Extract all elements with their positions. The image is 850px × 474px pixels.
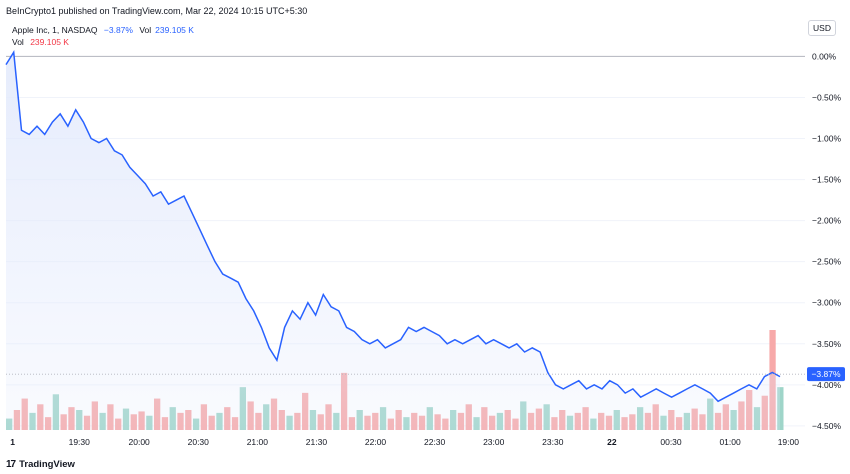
y-tick-label: 0.00%	[812, 51, 837, 61]
x-tick-label: 23:30	[542, 437, 564, 447]
x-tick-label: 21:30	[306, 437, 328, 447]
tradingview-brand: TradingView	[19, 459, 75, 470]
vol2-label: Vol	[12, 37, 24, 47]
x-tick-label: 19:00	[778, 437, 800, 447]
current-price-label: −3.87%	[811, 369, 841, 379]
y-tick-label: −3.50%	[812, 339, 842, 349]
y-tick-label: −1.00%	[812, 134, 842, 144]
vol-label: Vol	[139, 25, 152, 35]
x-tick-label: 23:00	[483, 437, 505, 447]
y-tick-label: −2.00%	[812, 216, 842, 226]
x-tick-label: 22	[607, 437, 617, 447]
y-tick-label: −2.50%	[812, 257, 842, 267]
x-tick-label: 22:00	[365, 437, 387, 447]
symbol-name[interactable]: Apple Inc, 1, NASDAQ	[12, 25, 98, 35]
vol2-value: 239.105 K	[30, 37, 69, 47]
price-line	[5, 50, 781, 403]
x-tick-label: 1	[10, 437, 15, 447]
x-tick-label: 21:00	[247, 437, 269, 447]
y-tick-label: −4.00%	[812, 380, 842, 390]
tradingview-logo-icon: 17	[6, 459, 16, 470]
legend-row-2: Vol 239.105 K	[12, 36, 198, 48]
x-tick-label: 20:30	[188, 437, 210, 447]
area-fill	[6, 52, 780, 431]
x-tick-label: 00:30	[660, 437, 682, 447]
x-tick-label: 22:30	[424, 437, 446, 447]
publish-header: BeInCrypto1 published on TradingView.com…	[6, 6, 308, 16]
y-tick-label: −4.50%	[812, 421, 842, 431]
tradingview-footer[interactable]: 17 TradingView	[6, 459, 75, 470]
legend-row-1: Apple Inc, 1, NASDAQ −3.87% Vol 239.105 K	[12, 24, 198, 36]
volume-bar	[777, 387, 784, 430]
y-tick-label: −0.50%	[812, 92, 842, 102]
chart-legend: Apple Inc, 1, NASDAQ −3.87% Vol 239.105 K…	[12, 24, 198, 48]
change-value: −3.87%	[103, 25, 133, 35]
x-tick-label: 01:00	[719, 437, 741, 447]
vol-value: 239.105 K	[155, 25, 194, 35]
currency-button[interactable]: USD	[808, 20, 836, 36]
x-tick-label: 20:00	[129, 437, 151, 447]
y-tick-label: −3.00%	[812, 298, 842, 308]
x-tick-label: 19:30	[69, 437, 91, 447]
current-price-label-bg	[807, 367, 845, 382]
y-tick-label: −1.50%	[812, 175, 842, 185]
